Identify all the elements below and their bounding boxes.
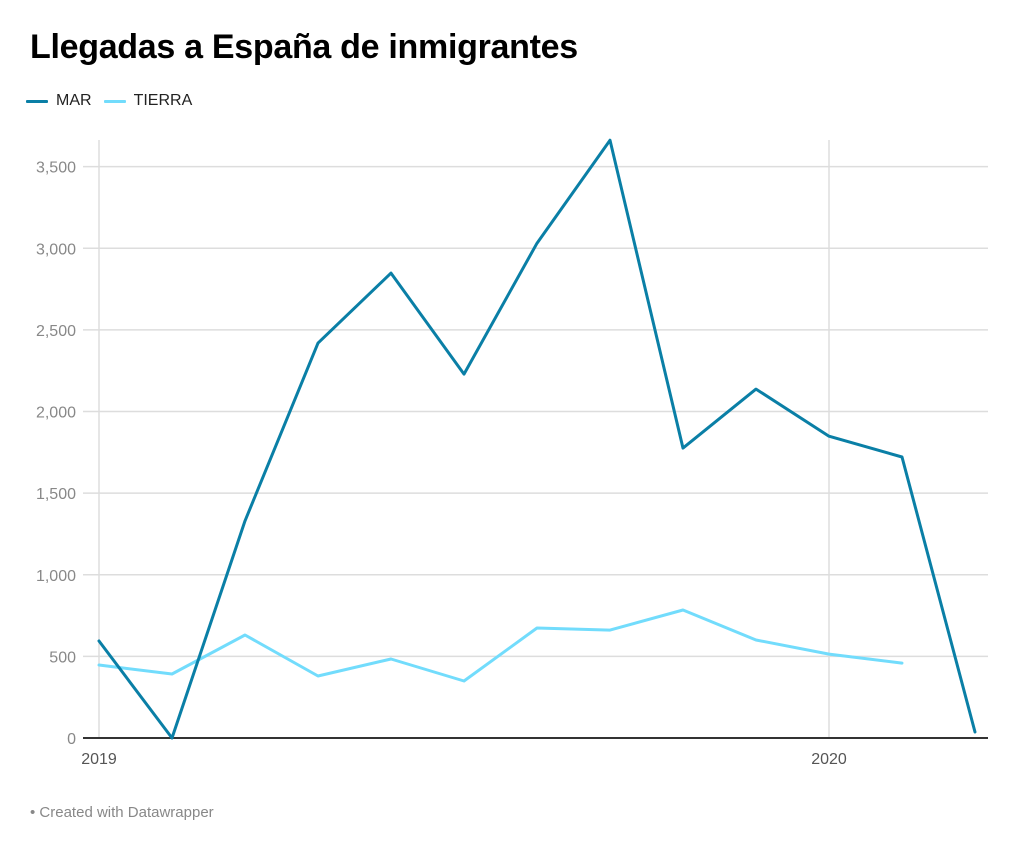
- y-tick-label: 2,000: [36, 405, 76, 422]
- x-tick-label: 2020: [811, 751, 847, 768]
- y-tick-label: 1,500: [36, 486, 76, 503]
- y-tick-label: 1,000: [36, 568, 76, 585]
- x-tick-label: 2019: [81, 751, 117, 768]
- footer-credit: • Created with Datawrapper: [30, 804, 214, 821]
- legend-label-tierra: TIERRA: [133, 92, 193, 109]
- y-tick-label: 0: [67, 731, 76, 748]
- legend-swatch-tierra: [103, 99, 126, 103]
- chart-title: Llegadas a España de inmigrantes: [30, 28, 578, 66]
- series-line-tierra: [97, 608, 904, 683]
- x-axis-ticks: 2019 2020: [81, 751, 847, 768]
- series-lines: [97, 138, 977, 740]
- y-tick-label: 500: [49, 649, 76, 666]
- y-tick-label: 2,500: [36, 323, 76, 340]
- legend: MAR TIERRA: [26, 92, 204, 110]
- legend-label-mar: MAR: [56, 92, 92, 109]
- series-line-mar: [97, 138, 977, 740]
- legend-item-mar: MAR: [26, 92, 92, 110]
- y-axis-ticks: 0 500 1,000 1,500 2,000 2,500 3,000 3,500: [36, 160, 76, 748]
- y-tick-label: 3,500: [36, 160, 76, 177]
- legend-item-tierra: TIERRA: [103, 92, 193, 110]
- y-tick-label: 3,000: [36, 241, 76, 258]
- legend-swatch-mar: [26, 99, 48, 103]
